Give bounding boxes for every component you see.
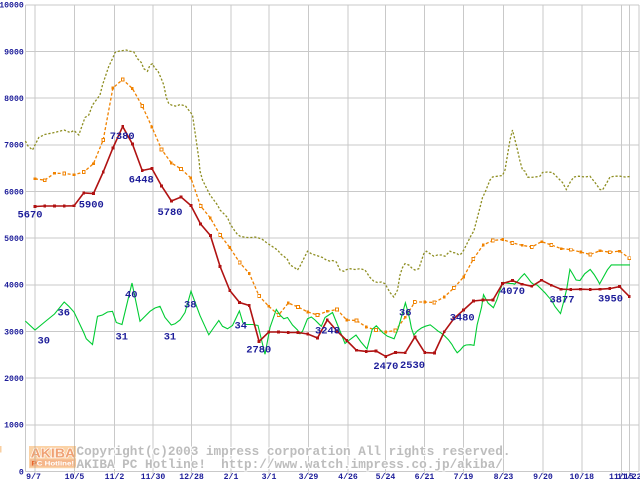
svg-text:31: 31 xyxy=(116,332,128,344)
svg-text:31: 31 xyxy=(164,332,176,344)
svg-text:10/18: 10/18 xyxy=(569,472,594,480)
svg-text:36: 36 xyxy=(399,308,411,320)
svg-text:11/15: 11/15 xyxy=(609,472,634,480)
svg-text:9000: 9000 xyxy=(4,48,24,57)
svg-text:4000: 4000 xyxy=(4,282,24,291)
svg-text:1000: 1000 xyxy=(4,422,24,431)
svg-text:5900: 5900 xyxy=(79,200,104,212)
svg-text:Copyright(c)2003 impress corpo: Copyright(c)2003 impress corporation All… xyxy=(77,444,511,459)
svg-text:3950: 3950 xyxy=(598,294,623,306)
svg-text:5000: 5000 xyxy=(4,235,24,244)
svg-text:3480: 3480 xyxy=(450,313,475,325)
svg-text:2/1: 2/1 xyxy=(224,472,239,480)
svg-text:5/24: 5/24 xyxy=(376,472,396,480)
svg-text:7380: 7380 xyxy=(110,131,135,143)
svg-text:9/20: 9/20 xyxy=(533,472,553,480)
svg-text:11/22: 11/22 xyxy=(617,472,640,480)
svg-text:5670: 5670 xyxy=(18,210,43,222)
svg-text:PC Hotline!: PC Hotline! xyxy=(32,461,75,468)
svg-text:8000: 8000 xyxy=(4,95,24,104)
svg-text:11/2: 11/2 xyxy=(105,472,125,480)
svg-text:0: 0 xyxy=(19,468,24,477)
svg-text:30: 30 xyxy=(38,336,50,348)
svg-text:7000: 7000 xyxy=(4,142,24,151)
svg-text:38: 38 xyxy=(184,299,196,311)
svg-text:AKIBA PC Hotline! http://www.: AKIBA PC Hotline! http://www.watch.impre… xyxy=(77,457,504,472)
svg-text:2530: 2530 xyxy=(400,360,425,372)
svg-text:9/7: 9/7 xyxy=(26,472,41,480)
svg-text:4/26: 4/26 xyxy=(338,472,358,480)
svg-text:7/19: 7/19 xyxy=(454,472,474,480)
svg-text:6/21: 6/21 xyxy=(415,472,435,480)
svg-text:10000: 10000 xyxy=(0,2,24,11)
svg-text:12/28: 12/28 xyxy=(179,472,204,480)
svg-text:3000: 3000 xyxy=(4,328,24,337)
svg-text:10/5: 10/5 xyxy=(65,472,85,480)
svg-text:6000: 6000 xyxy=(4,188,24,197)
svg-text:2000: 2000 xyxy=(4,375,24,384)
svg-text:40: 40 xyxy=(125,290,137,302)
svg-text:4070: 4070 xyxy=(500,286,525,298)
svg-text:8/23: 8/23 xyxy=(494,472,514,480)
svg-text:11/30: 11/30 xyxy=(141,472,166,480)
svg-text:34: 34 xyxy=(235,321,247,333)
svg-text:6448: 6448 xyxy=(129,175,154,187)
svg-text:3/1: 3/1 xyxy=(262,472,277,480)
svg-text:3248: 3248 xyxy=(315,326,340,338)
svg-text:AKIBA: AKIBA xyxy=(31,447,76,461)
svg-text:5780: 5780 xyxy=(158,207,183,219)
svg-text:3/29: 3/29 xyxy=(299,472,319,480)
svg-text:3877: 3877 xyxy=(550,295,575,307)
svg-text:2470: 2470 xyxy=(373,361,398,373)
svg-text:2780: 2780 xyxy=(246,344,271,356)
svg-text:36: 36 xyxy=(58,308,70,320)
